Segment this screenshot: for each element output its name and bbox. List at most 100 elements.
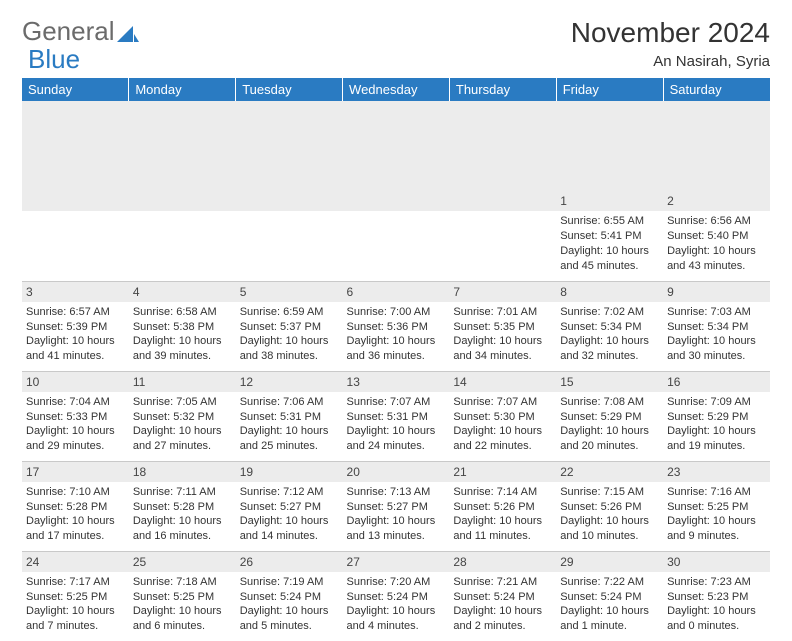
sunrise-text: Sunrise: 7:03 AM <box>667 305 766 320</box>
sunset-text: Sunset: 5:34 PM <box>560 320 659 335</box>
sunrise-text: Sunrise: 7:13 AM <box>347 485 446 500</box>
calendar-cell: 23Sunrise: 7:16 AMSunset: 5:25 PMDayligh… <box>663 461 770 551</box>
calendar-cell: 27Sunrise: 7:20 AMSunset: 5:24 PMDayligh… <box>343 551 450 641</box>
sunrise-text: Sunrise: 7:21 AM <box>453 575 552 590</box>
sunrise-text: Sunrise: 7:08 AM <box>560 395 659 410</box>
sunset-text: Sunset: 5:29 PM <box>667 410 766 425</box>
day-number: 29 <box>556 552 663 572</box>
day-number: 22 <box>556 462 663 482</box>
daylight-text: Daylight: 10 hours and 11 minutes. <box>453 514 552 544</box>
day-number: 23 <box>663 462 770 482</box>
page-header: General Blue November 2024 An Nasirah, S… <box>22 18 770 72</box>
calendar-cell: 13Sunrise: 7:07 AMSunset: 5:31 PMDayligh… <box>343 371 450 461</box>
day-number: 5 <box>236 282 343 302</box>
daylight-text: Daylight: 10 hours and 29 minutes. <box>26 424 125 454</box>
daylight-text: Daylight: 10 hours and 45 minutes. <box>560 244 659 274</box>
daylight-text: Daylight: 10 hours and 16 minutes. <box>133 514 232 544</box>
calendar-cell <box>129 191 236 281</box>
daylight-text: Daylight: 10 hours and 39 minutes. <box>133 334 232 364</box>
calendar-cell: 11Sunrise: 7:05 AMSunset: 5:32 PMDayligh… <box>129 371 236 461</box>
day-header-row: Sunday Monday Tuesday Wednesday Thursday… <box>22 78 770 101</box>
daylight-text: Daylight: 10 hours and 4 minutes. <box>347 604 446 634</box>
calendar-cell <box>343 191 450 281</box>
sunrise-text: Sunrise: 7:07 AM <box>453 395 552 410</box>
day-header: Thursday <box>449 78 556 101</box>
sunset-text: Sunset: 5:23 PM <box>667 590 766 605</box>
day-number: 15 <box>556 372 663 392</box>
day-number <box>343 191 450 211</box>
daylight-text: Daylight: 10 hours and 24 minutes. <box>347 424 446 454</box>
day-number <box>236 191 343 211</box>
sunrise-text: Sunrise: 7:23 AM <box>667 575 766 590</box>
daylight-text: Daylight: 10 hours and 9 minutes. <box>667 514 766 544</box>
day-number: 19 <box>236 462 343 482</box>
calendar-cell: 15Sunrise: 7:08 AMSunset: 5:29 PMDayligh… <box>556 371 663 461</box>
day-number: 25 <box>129 552 236 572</box>
calendar-body: 1Sunrise: 6:55 AMSunset: 5:41 PMDaylight… <box>22 191 770 641</box>
sunset-text: Sunset: 5:27 PM <box>347 500 446 515</box>
daylight-text: Daylight: 10 hours and 0 minutes. <box>667 604 766 634</box>
calendar-cell: 25Sunrise: 7:18 AMSunset: 5:25 PMDayligh… <box>129 551 236 641</box>
sunset-text: Sunset: 5:28 PM <box>133 500 232 515</box>
day-number: 24 <box>22 552 129 572</box>
day-number: 14 <box>449 372 556 392</box>
calendar-row: 24 Sunrise: 7:17 AM Sunset: 5:25 PM Dayligh… <box>22 551 770 641</box>
daylight-text: Daylight: 10 hours and 36 minutes. <box>347 334 446 364</box>
daylight-text: Daylight: 10 hours and 14 minutes. <box>240 514 339 544</box>
calendar-cell <box>449 191 556 281</box>
sunrise-text: Sunrise: 7:16 AM <box>667 485 766 500</box>
day-header: Saturday <box>663 78 770 101</box>
day-number <box>129 191 236 211</box>
calendar-cell: 28Sunrise: 7:21 AMSunset: 5:24 PMDayligh… <box>449 551 556 641</box>
sunrise-text: Sunrise: 7:15 AM <box>560 485 659 500</box>
day-number: 3 <box>22 282 129 302</box>
daylight-text: Daylight: 10 hours and 10 minutes. <box>560 514 659 544</box>
sunset-text: Sunset: 5:25 PM <box>133 590 232 605</box>
daylight-text: Daylight: 10 hours and 2 minutes. <box>453 604 552 634</box>
day-header: Tuesday <box>236 78 343 101</box>
sunrise-text: Sunrise: 6:59 AM <box>240 305 339 320</box>
sunset-text: Sunset: 5:38 PM <box>133 320 232 335</box>
sunrise-text: Sunrise: 7:01 AM <box>453 305 552 320</box>
calendar-cell <box>236 191 343 281</box>
calendar-cell: 8Sunrise: 7:02 AMSunset: 5:34 PMDaylight… <box>556 281 663 371</box>
day-number: 6 <box>343 282 450 302</box>
sunset-text: Sunset: 5:24 PM <box>453 590 552 605</box>
sunset-text: Sunset: 5:36 PM <box>347 320 446 335</box>
day-number: 7 <box>449 282 556 302</box>
daylight-text: Daylight: 10 hours and 5 minutes. <box>240 604 339 634</box>
day-number: 9 <box>663 282 770 302</box>
sunset-text: Sunset: 5:31 PM <box>347 410 446 425</box>
sunset-text: Sunset: 5:24 PM <box>560 590 659 605</box>
calendar-cell: 20Sunrise: 7:13 AMSunset: 5:27 PMDayligh… <box>343 461 450 551</box>
sunrise-text: Sunrise: 7:06 AM <box>240 395 339 410</box>
day-number: 2 <box>663 191 770 211</box>
month-title: November 2024 <box>571 18 770 49</box>
day-number: 18 <box>129 462 236 482</box>
daylight-text: Daylight: 10 hours and 1 minute. <box>560 604 659 634</box>
day-number: 11 <box>129 372 236 392</box>
calendar-cell: 26Sunrise: 7:19 AMSunset: 5:24 PMDayligh… <box>236 551 343 641</box>
day-number: 20 <box>343 462 450 482</box>
sunrise-text: Sunrise: 7:20 AM <box>347 575 446 590</box>
sunset-text: Sunset: 5:37 PM <box>240 320 339 335</box>
sunrise-text: Sunrise: 7:10 AM <box>26 485 125 500</box>
day-number: 26 <box>236 552 343 572</box>
sunset-text: Sunset: 5:41 PM <box>560 229 659 244</box>
day-number: 10 <box>22 372 129 392</box>
sunrise-text: Sunrise: 7:07 AM <box>347 395 446 410</box>
sunrise-text: Sunrise: 6:57 AM <box>26 305 125 320</box>
sunrise-text: Sunrise: 7:02 AM <box>560 305 659 320</box>
calendar-cell: 18Sunrise: 7:11 AMSunset: 5:28 PMDayligh… <box>129 461 236 551</box>
day-header: Sunday <box>22 78 129 101</box>
calendar-cell: 29Sunrise: 7:22 AMSunset: 5:24 PMDayligh… <box>556 551 663 641</box>
sunset-text: Sunset: 5:39 PM <box>26 320 125 335</box>
sunrise-text: Sunrise: 7:17 AM <box>26 575 125 590</box>
calendar-cell: 6Sunrise: 7:00 AMSunset: 5:36 PMDaylight… <box>343 281 450 371</box>
sunset-text: Sunset: 5:28 PM <box>26 500 125 515</box>
daylight-text: Daylight: 10 hours and 7 minutes. <box>26 604 125 634</box>
daylight-text: Daylight: 10 hours and 38 minutes. <box>240 334 339 364</box>
sunset-text: Sunset: 5:31 PM <box>240 410 339 425</box>
calendar-row: 1Sunrise: 6:55 AMSunset: 5:41 PMDaylight… <box>22 191 770 281</box>
calendar-cell: 21Sunrise: 7:14 AMSunset: 5:26 PMDayligh… <box>449 461 556 551</box>
